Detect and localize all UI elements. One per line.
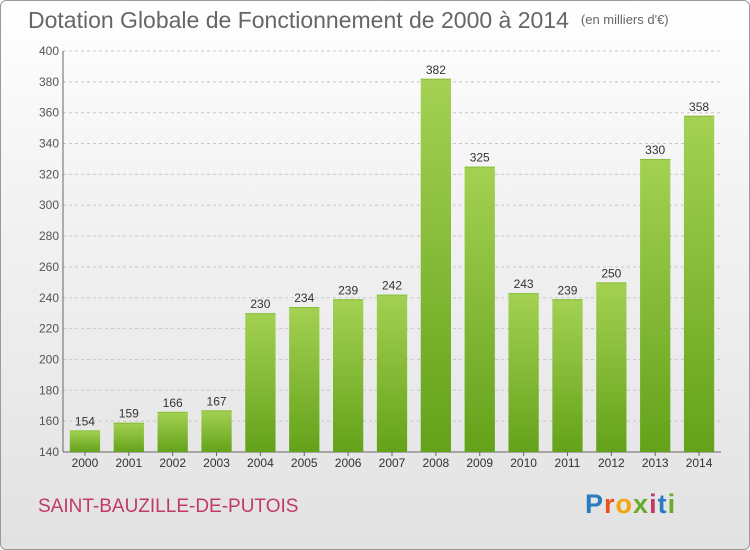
data-label: 166: [163, 396, 183, 410]
x-tick-label: 2006: [335, 456, 362, 470]
title-unit: (en milliers d'€): [580, 12, 669, 27]
x-tick-label: 2008: [423, 456, 450, 470]
data-label: 239: [557, 283, 577, 297]
x-tick-label: 2004: [247, 456, 274, 470]
bar: [552, 299, 583, 452]
bar: [245, 313, 276, 452]
x-tick-label: 2011: [555, 456, 581, 470]
x-tick-label: 2005: [291, 456, 318, 470]
data-label: 239: [338, 283, 358, 297]
y-tick-label: 380: [39, 75, 59, 89]
y-tick-label: 220: [39, 322, 59, 336]
data-label: 230: [250, 297, 270, 311]
bar: [69, 430, 101, 452]
data-label: 234: [294, 291, 314, 305]
bar: [113, 422, 144, 452]
y-tick-label: 280: [39, 229, 59, 243]
y-tick-label: 140: [39, 445, 59, 459]
bar: [464, 166, 495, 452]
bar: [157, 411, 188, 452]
bar: [289, 307, 320, 452]
proxiti-logo: Proxiti: [585, 489, 676, 520]
bar: [596, 282, 627, 452]
data-label: 330: [645, 143, 665, 157]
x-tick-label: 2007: [379, 456, 406, 470]
chart-title: Dotation Globale de Fonctionnement de 20…: [28, 7, 669, 34]
bar: [683, 115, 715, 453]
data-label: 167: [207, 394, 227, 408]
bar: [508, 293, 539, 452]
x-tick-label: 2013: [642, 456, 669, 470]
x-tick-label: 2012: [598, 456, 625, 470]
data-label: 159: [119, 407, 139, 421]
data-label: 250: [601, 266, 621, 280]
data-label: 154: [75, 414, 95, 428]
bar: [376, 294, 408, 452]
y-tick-label: 320: [39, 167, 59, 181]
bar: [332, 299, 364, 452]
data-label: 242: [382, 279, 402, 293]
y-tick-label: 360: [39, 106, 59, 120]
logo-letter: i: [667, 489, 677, 519]
commune-name: SAINT-BAUZILLE-DE-PUTOIS: [38, 496, 299, 517]
data-label: 358: [689, 100, 709, 114]
x-tick-label: 2003: [203, 456, 230, 470]
title-text: Dotation Globale de Fonctionnement de 20…: [28, 7, 569, 33]
y-tick-label: 180: [39, 383, 59, 397]
logo-letter: x: [633, 489, 650, 519]
bar: [201, 410, 232, 452]
data-label: 382: [426, 63, 446, 77]
data-label: 325: [470, 151, 490, 165]
y-tick-label: 340: [39, 137, 59, 151]
bar: [640, 158, 671, 452]
logo-letter: r: [604, 489, 616, 519]
x-tick-label: 2000: [72, 456, 99, 470]
y-tick-label: 240: [39, 291, 59, 305]
x-tick-label: 2001: [115, 456, 142, 470]
bar: [420, 78, 452, 452]
x-tick-label: 2010: [510, 456, 537, 470]
y-tick-label: 200: [39, 352, 59, 366]
data-label: 243: [514, 277, 534, 291]
y-tick-label: 160: [39, 414, 59, 428]
x-tick-label: 2009: [466, 456, 493, 470]
x-tick-label: 2014: [686, 456, 713, 470]
logo-letter: i: [649, 489, 658, 519]
logo-letter: o: [615, 489, 634, 519]
logo-letter: P: [585, 489, 605, 519]
logo-letter: t: [657, 489, 668, 519]
y-tick-label: 260: [39, 260, 59, 274]
y-tick-label: 400: [39, 44, 59, 58]
y-tick-label: 300: [39, 198, 59, 212]
x-tick-label: 2002: [159, 456, 186, 470]
